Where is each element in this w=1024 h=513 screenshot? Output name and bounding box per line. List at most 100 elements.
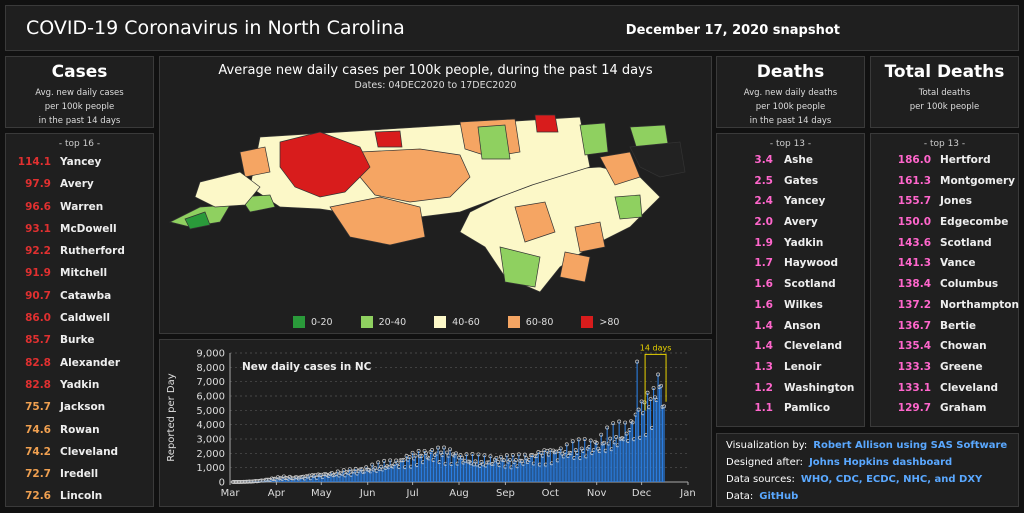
list-item-county: Avery — [60, 178, 94, 191]
map-region-orange-4[interactable] — [514, 201, 556, 243]
list-item[interactable]: 74.6 Rowan — [6, 424, 153, 446]
map-region-red-3[interactable] — [534, 114, 559, 133]
list-item[interactable]: 86.0 Caldwell — [6, 312, 153, 334]
map-region-dark-green[interactable] — [184, 211, 211, 230]
list-item-value: 2.4 — [754, 195, 773, 208]
list-item[interactable]: 133.3 Greene — [871, 361, 1018, 382]
list-item[interactable]: 82.8 Yadkin — [6, 379, 153, 401]
list-item[interactable]: 85.7 Burke — [6, 334, 153, 356]
list-item[interactable]: 2.0 Avery — [717, 216, 864, 237]
list-item[interactable]: 2.4 Yancey — [717, 195, 864, 216]
data-point — [630, 420, 635, 425]
list-item-value: 1.9 — [754, 236, 773, 249]
list-item[interactable]: 133.1 Cleveland — [871, 382, 1018, 403]
map-region-orange-5[interactable] — [574, 221, 606, 253]
credit-link[interactable]: WHO, CDC, ECDC, NHC, and DXY — [800, 474, 983, 485]
list-item[interactable]: 137.2 Northampton — [871, 299, 1019, 320]
list-item[interactable]: 186.0 Hertford — [871, 154, 1018, 175]
map-region-orange-8[interactable] — [239, 146, 271, 178]
list-item[interactable]: 155.7 Jones — [871, 195, 1018, 216]
list-item[interactable]: 96.6 Warren — [6, 201, 153, 223]
list-item[interactable]: 90.7 Catawba — [6, 290, 153, 312]
list-item[interactable]: 138.4 Columbus — [871, 278, 1018, 299]
list-item[interactable]: 1.1 Pamlico — [717, 402, 864, 423]
map-region-orange-1[interactable] — [359, 148, 471, 203]
list-item[interactable]: 72.6 Lincoln — [6, 490, 153, 512]
list-item-county: Chowan — [940, 340, 987, 353]
legend-label: 0-20 — [311, 316, 333, 328]
list-item[interactable]: 129.7 Graham — [871, 402, 1018, 423]
list-item[interactable]: 82.8 Alexander — [6, 357, 153, 379]
list-item-value: 133.1 — [897, 381, 931, 394]
list-item[interactable]: 135.4 Chowan — [871, 340, 1018, 361]
list-item[interactable]: 72.7 Iredell — [6, 468, 153, 490]
legend-swatch — [581, 316, 594, 328]
data-point — [662, 404, 667, 409]
list-item[interactable]: 141.3 Vance — [871, 257, 1018, 278]
list-item[interactable]: 1.6 Wilkes — [717, 299, 864, 320]
list-item[interactable]: 1.2 Washington — [717, 382, 864, 403]
map-region-orange-7[interactable] — [559, 251, 591, 283]
data-point — [388, 458, 393, 463]
x-tick-label: May — [311, 488, 332, 499]
y-axis-label: Reported per Day — [166, 373, 177, 461]
list-item-county: Vance — [940, 257, 976, 270]
map-region-green-1[interactable] — [477, 124, 511, 160]
list-item[interactable]: 143.6 Scotland — [871, 237, 1018, 258]
list-item[interactable]: 1.3 Lenoir — [717, 361, 864, 382]
list-item[interactable]: 3.4 Ashe — [717, 154, 864, 175]
map-region-red-2[interactable] — [374, 130, 403, 148]
legend-label: 40-60 — [452, 316, 480, 328]
credit-link[interactable]: Johns Hopkins dashboard — [809, 457, 953, 468]
map-region-orange-2[interactable] — [329, 196, 426, 246]
list-item-county: Graham — [940, 402, 987, 415]
list-item[interactable]: 1.7 Haywood — [717, 257, 864, 278]
data-point — [436, 445, 440, 450]
data-point — [617, 419, 622, 424]
deaths-top-list: - top 13 - 3.4 Ashe 2.5 Gates 2.4 Yancey 2.0 Av… — [716, 133, 865, 427]
map-region-green-4[interactable] — [499, 246, 541, 288]
list-item-value: 133.3 — [897, 360, 931, 373]
list-item[interactable]: 1.9 Yadkin — [717, 237, 864, 258]
list-item[interactable]: 114.1 Yancey — [6, 156, 153, 178]
credit-link[interactable]: Robert Allison using SAS Software — [813, 440, 1008, 451]
list-item[interactable]: 136.7 Bertie — [871, 320, 1018, 341]
x-tick-label: Jul — [406, 488, 419, 499]
data-point — [476, 452, 481, 457]
map-region-red-mountains[interactable] — [279, 131, 371, 198]
map-region-green-2[interactable] — [579, 122, 609, 156]
legend-item: 40-60 — [434, 316, 480, 328]
list-item[interactable]: 1.4 Anson — [717, 320, 864, 341]
map-region-orange-6[interactable] — [599, 151, 641, 186]
data-point — [395, 461, 400, 466]
credit-link[interactable]: GitHub — [759, 491, 799, 502]
data-point — [624, 431, 629, 436]
list-item[interactable]: 1.4 Cleveland — [717, 340, 864, 361]
list-item[interactable]: 97.9 Avery — [6, 178, 153, 200]
list-item-value: 1.1 — [754, 402, 773, 415]
credit-label: Data: — [726, 491, 754, 502]
list-item[interactable]: 2.5 Gates — [717, 175, 864, 196]
list-item-value: 1.3 — [754, 360, 773, 373]
list-item[interactable]: 74.2 Cleveland — [6, 446, 153, 468]
list-item-value: 1.4 — [754, 319, 773, 332]
header-bar: COVID-19 Coronavirus in North Carolina D… — [5, 5, 1019, 51]
legend-item: 20-40 — [360, 316, 406, 328]
data-point — [558, 446, 563, 451]
legend-item: 0-20 — [293, 316, 333, 328]
nc-county-map[interactable] — [160, 97, 711, 317]
total-deaths-subtitle-line: per 100k people — [909, 102, 980, 112]
list-item[interactable]: 75.7 Jackson — [6, 401, 153, 423]
list-item[interactable]: 161.3 Montgomery — [871, 175, 1018, 196]
cases-subtitle-line: per 100k people — [44, 102, 115, 112]
list-item[interactable]: 1.6 Scotland — [717, 278, 864, 299]
list-item[interactable]: 91.9 Mitchell — [6, 267, 153, 289]
list-item[interactable]: 150.0 Edgecombe — [871, 216, 1018, 237]
cases-title: Cases — [51, 62, 108, 82]
deaths-header: Deaths Avg. new daily deaths per 100k pe… — [716, 56, 865, 128]
map-region-green-5[interactable] — [614, 194, 643, 220]
map-region-west[interactable] — [194, 171, 261, 208]
list-item[interactable]: 92.2 Rutherford — [6, 245, 153, 267]
total-deaths-title: Total Deaths — [884, 62, 1005, 82]
list-item[interactable]: 93.1 McDowell — [6, 223, 153, 245]
